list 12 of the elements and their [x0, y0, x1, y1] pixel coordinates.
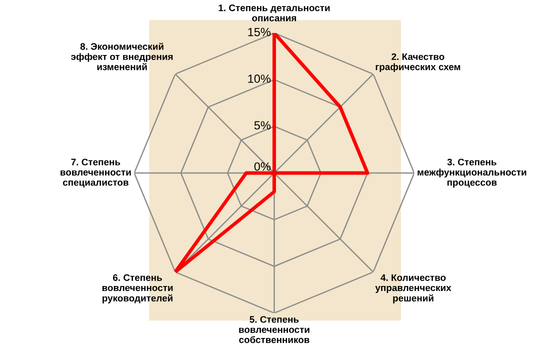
- spoke-label: 5. Степень вовлеченности собственников: [239, 316, 310, 344]
- y-tick-label: 10%: [248, 74, 271, 83]
- spoke-label: 3. Степень межфункциональности процессов: [418, 158, 526, 188]
- spoke-label: 8. Экономический эффект от внедрения изменений: [71, 42, 173, 70]
- y-tick-label: 0%: [254, 162, 271, 171]
- spoke-label: 2. Качество графических схем: [376, 53, 460, 72]
- spoke-label: 4. Количество управленческих решений: [375, 274, 452, 304]
- y-tick-label: 15%: [248, 28, 271, 36]
- y-tick-label: 5%: [254, 121, 271, 130]
- spoke-label: 6. Степень вовлеченности руководителей: [102, 274, 173, 304]
- spoke-label: 7. Степень вовлеченности специалистов: [60, 158, 131, 188]
- spoke-label: 1. Степень детальности описания: [218, 4, 330, 22]
